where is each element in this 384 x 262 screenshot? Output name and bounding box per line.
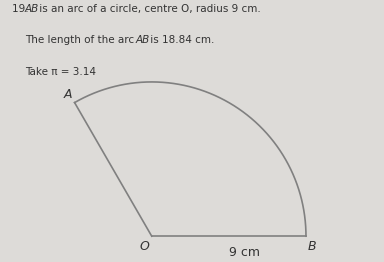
Text: The length of the arc: The length of the arc	[25, 35, 137, 45]
Text: AB: AB	[25, 4, 39, 14]
Text: B: B	[308, 240, 316, 253]
Text: is 18.84 cm.: is 18.84 cm.	[147, 35, 214, 45]
Text: 9 cm: 9 cm	[229, 247, 260, 259]
Text: 19.: 19.	[12, 4, 31, 14]
Text: is an arc of a circle, centre O, radius 9 cm.: is an arc of a circle, centre O, radius …	[36, 4, 261, 14]
Text: AB: AB	[135, 35, 149, 45]
Text: Take π = 3.14: Take π = 3.14	[25, 67, 96, 77]
Text: A: A	[63, 88, 72, 101]
Text: O: O	[139, 241, 149, 253]
